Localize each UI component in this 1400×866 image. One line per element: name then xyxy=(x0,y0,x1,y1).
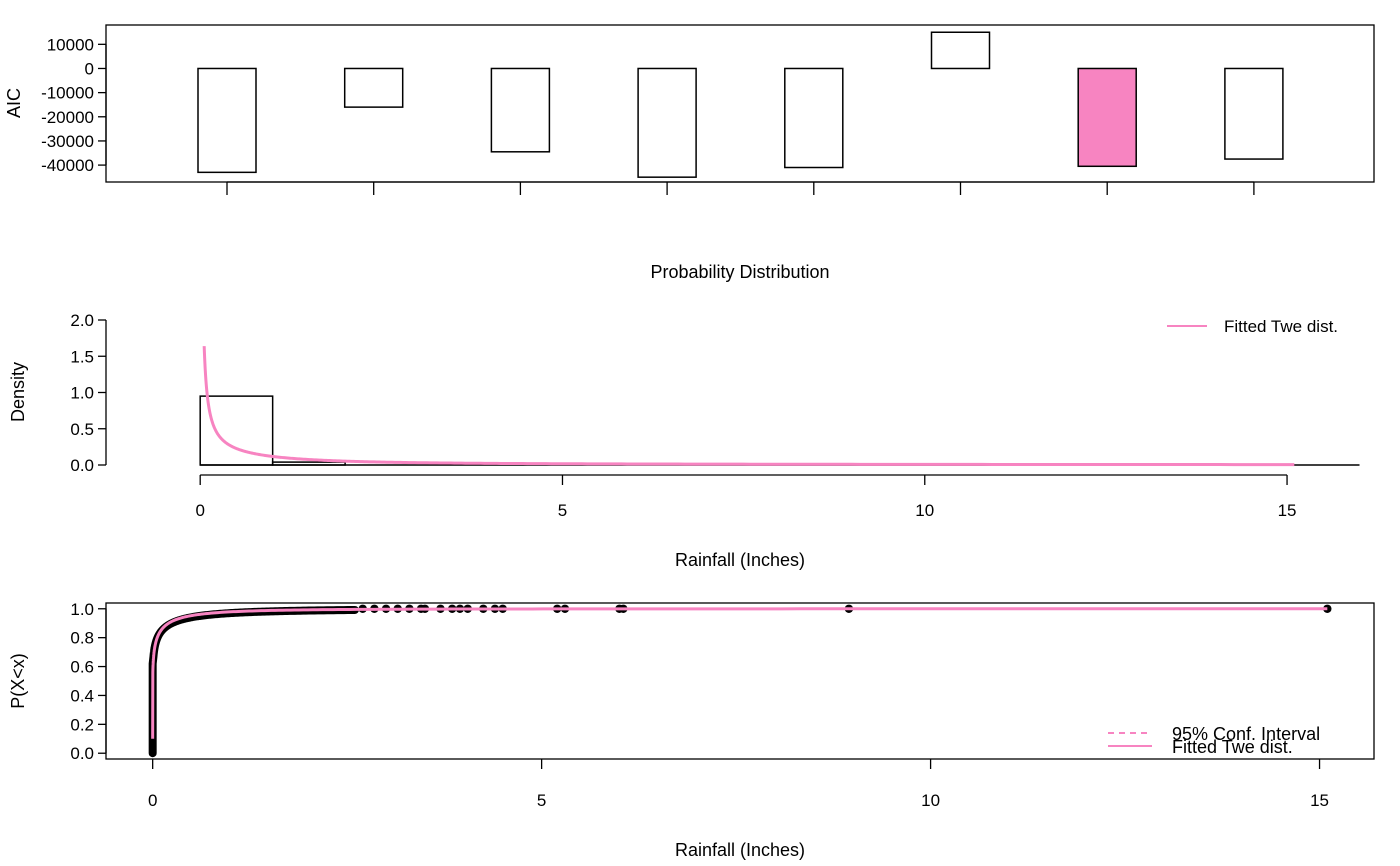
aic-bar xyxy=(637,67,697,178)
density-histogram: 0.00.51.01.52.0 0 5 10 15 Fitted Twe dist. … xyxy=(8,311,1360,570)
density-x-tick-label: 15 xyxy=(1278,501,1297,520)
density-x-label: Rainfall (Inches) xyxy=(675,550,805,570)
aic-bar xyxy=(343,67,404,108)
cdf-y-tick-label: 0.6 xyxy=(70,658,94,677)
cdf-x-label: Rainfall (Inches) xyxy=(675,840,805,860)
aic-y-tick-label: -10000 xyxy=(41,84,94,103)
density-fitted-curve xyxy=(202,346,1295,467)
cdf-legend-fit-label: Fitted Twe dist. xyxy=(1172,737,1293,757)
aic-y-tick-label: -30000 xyxy=(41,132,94,151)
cdf-y-tick-label: 1.0 xyxy=(70,600,94,619)
density-y-tick-label: 2.0 xyxy=(70,311,94,330)
cdf-y-tick-label: 0.2 xyxy=(70,715,94,734)
cdf-empirical-points xyxy=(148,605,359,758)
density-legend: Fitted Twe dist. xyxy=(1167,317,1338,336)
density-x-axis: 0 5 10 15 xyxy=(195,474,1297,520)
density-y-tick-label: 1.0 xyxy=(70,384,94,403)
cdf-plot: 0.0 0.2 0.4 0.6 0.8 1.0 0 5 10 15 95% Conf. Inte… xyxy=(8,600,1375,860)
density-y-label: Density xyxy=(8,362,28,422)
aic-bar xyxy=(1224,67,1284,160)
density-legend-label: Fitted Twe dist. xyxy=(1224,317,1338,336)
aic-x-axis xyxy=(226,181,1255,195)
aic-bar-selected xyxy=(1077,67,1137,168)
cdf-legend-ci-label: 95% Conf. Interval xyxy=(1172,724,1320,744)
aic-bars xyxy=(197,31,1284,178)
density-x-tick-label: 10 xyxy=(915,501,934,520)
density-x-tick-label: 0 xyxy=(195,501,204,520)
aic-bar xyxy=(784,67,844,169)
aic-bar xyxy=(490,67,551,153)
aic-y-tick-label: 0 xyxy=(85,59,94,78)
cdf-x-tick-label: 10 xyxy=(921,791,940,810)
cdf-x-axis: 0 5 10 15 xyxy=(148,759,1329,810)
density-y-axis: 0.0 0.5 1.0 1.5 2.0 xyxy=(70,311,107,475)
aic-y-label: AIC xyxy=(4,88,24,118)
aic-y-tick-label: -40000 xyxy=(41,156,94,175)
cdf-legend: 95% Conf. Interval Fitted Twe dist. xyxy=(1108,724,1320,757)
cdf-fitted-curve xyxy=(151,607,1328,739)
cdf-y-tick-label: 0.8 xyxy=(70,629,94,648)
aic-bar-chart: 10000 0 -10000 -20000 -30000 -40000 AIC Proba… xyxy=(4,24,1375,282)
density-y-tick-label: 1.5 xyxy=(70,347,94,366)
aic-y-tick-label: -20000 xyxy=(41,108,94,127)
aic-y-tick-label: 10000 xyxy=(47,35,94,54)
cdf-y-label: P(X<x) xyxy=(8,653,28,709)
aic-x-label: Probability Distribution xyxy=(650,262,829,282)
density-y-tick-label: 0.0 xyxy=(70,456,94,475)
cdf-x-tick-label: 5 xyxy=(537,791,546,810)
cdf-y-tick-label: 0.0 xyxy=(70,744,94,763)
cdf-x-tick-label: 0 xyxy=(148,791,157,810)
aic-bar xyxy=(930,31,991,70)
cdf-x-tick-label: 15 xyxy=(1310,791,1329,810)
density-x-tick-label: 5 xyxy=(558,501,567,520)
density-bins xyxy=(199,395,1360,466)
density-y-tick-label: 0.5 xyxy=(70,420,94,439)
aic-bar xyxy=(197,67,257,174)
cdf-y-tick-label: 0.4 xyxy=(70,686,94,705)
aic-y-axis: 10000 0 -10000 -20000 -30000 -40000 xyxy=(41,35,107,175)
cdf-y-axis: 0.0 0.2 0.4 0.6 0.8 1.0 xyxy=(70,600,107,763)
aic-plot-frame xyxy=(105,24,1375,183)
